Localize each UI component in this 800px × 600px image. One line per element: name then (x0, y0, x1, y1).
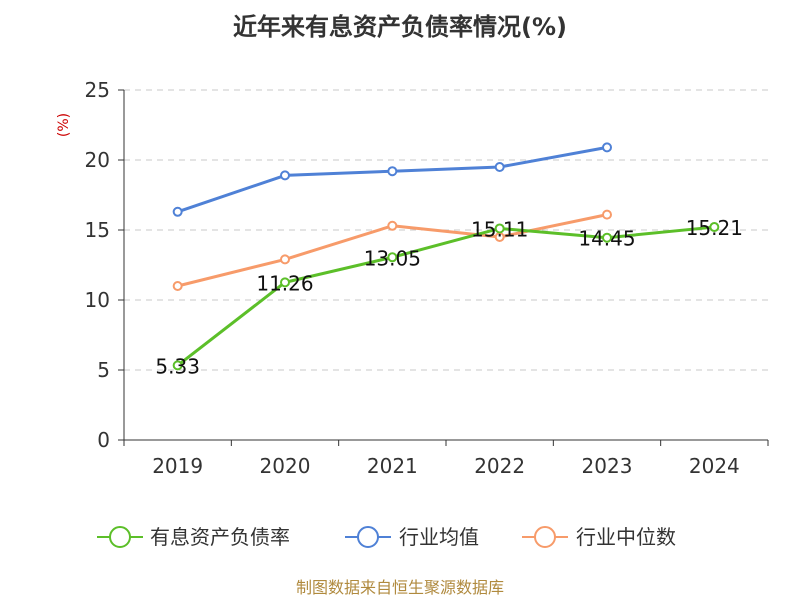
data-point[interactable] (172, 360, 183, 371)
data-point[interactable] (387, 220, 398, 231)
legend-label: 有息资产负债率 (150, 525, 290, 549)
data-point[interactable] (494, 162, 505, 172)
legend-item[interactable]: 行业均值 (345, 525, 479, 549)
data-point[interactable] (602, 209, 612, 220)
legend-item[interactable]: 有息资产负债率 (97, 525, 290, 549)
legend-label: 行业均值 (399, 525, 479, 549)
legend-marker (357, 526, 379, 548)
y-tick-label: 25 (85, 78, 110, 102)
x-tick-label: 2024 (689, 454, 740, 478)
y-tick-label: 0 (97, 428, 110, 452)
x-tick-label: 2022 (474, 454, 525, 478)
y-tick-label: 10 (85, 288, 110, 312)
series-lines (172, 142, 720, 371)
y-tick-label: 15 (85, 218, 110, 242)
x-tick-label: 2021 (367, 454, 418, 478)
y-tick-label: 20 (85, 148, 110, 172)
data-point[interactable] (387, 166, 398, 177)
data-label: 15.11 (471, 217, 528, 241)
data-point[interactable] (602, 142, 612, 153)
data-point[interactable] (172, 281, 183, 291)
x-tick-label: 2019 (152, 454, 203, 478)
data-label: 13.05 (364, 246, 421, 270)
series-line (177, 145, 608, 214)
data-label: 14.45 (578, 227, 635, 251)
legend[interactable]: 有息资产负债率 行业均值 行业中位数 (97, 525, 676, 549)
data-point[interactable] (172, 206, 183, 217)
data-point[interactable] (602, 232, 612, 243)
data-point[interactable] (709, 222, 720, 233)
data-point[interactable] (280, 170, 290, 181)
axes: 0 5 10 15 20 25 2019 2020 2021 2022 2023 2024 (85, 78, 769, 478)
y-axis-unit-label: (%) (56, 113, 72, 137)
data-label: 15.21 (686, 216, 743, 240)
legend-label: 行业中位数 (576, 525, 676, 549)
legend-marker (534, 526, 556, 548)
data-point[interactable] (387, 252, 398, 263)
x-tick-label: 2020 (260, 454, 311, 478)
series-line (176, 225, 715, 367)
chart-title: 近年来有息资产负债率情况(%) (233, 13, 567, 41)
data-label: 11.26 (256, 271, 313, 295)
legend-marker (109, 526, 131, 548)
data-label: 5.33 (155, 354, 200, 378)
x-tick-label: 2023 (582, 454, 633, 478)
data-point[interactable] (280, 254, 290, 265)
data-labels: 5.33 11.26 13.05 15.11 14.45 15.21 (155, 216, 743, 378)
data-source-note: 制图数据来自恒生聚源数据库 (296, 578, 504, 597)
data-point[interactable] (494, 223, 505, 234)
legend-item[interactable]: 行业中位数 (522, 525, 676, 549)
y-tick-label: 5 (97, 358, 110, 382)
data-point[interactable] (280, 277, 290, 288)
